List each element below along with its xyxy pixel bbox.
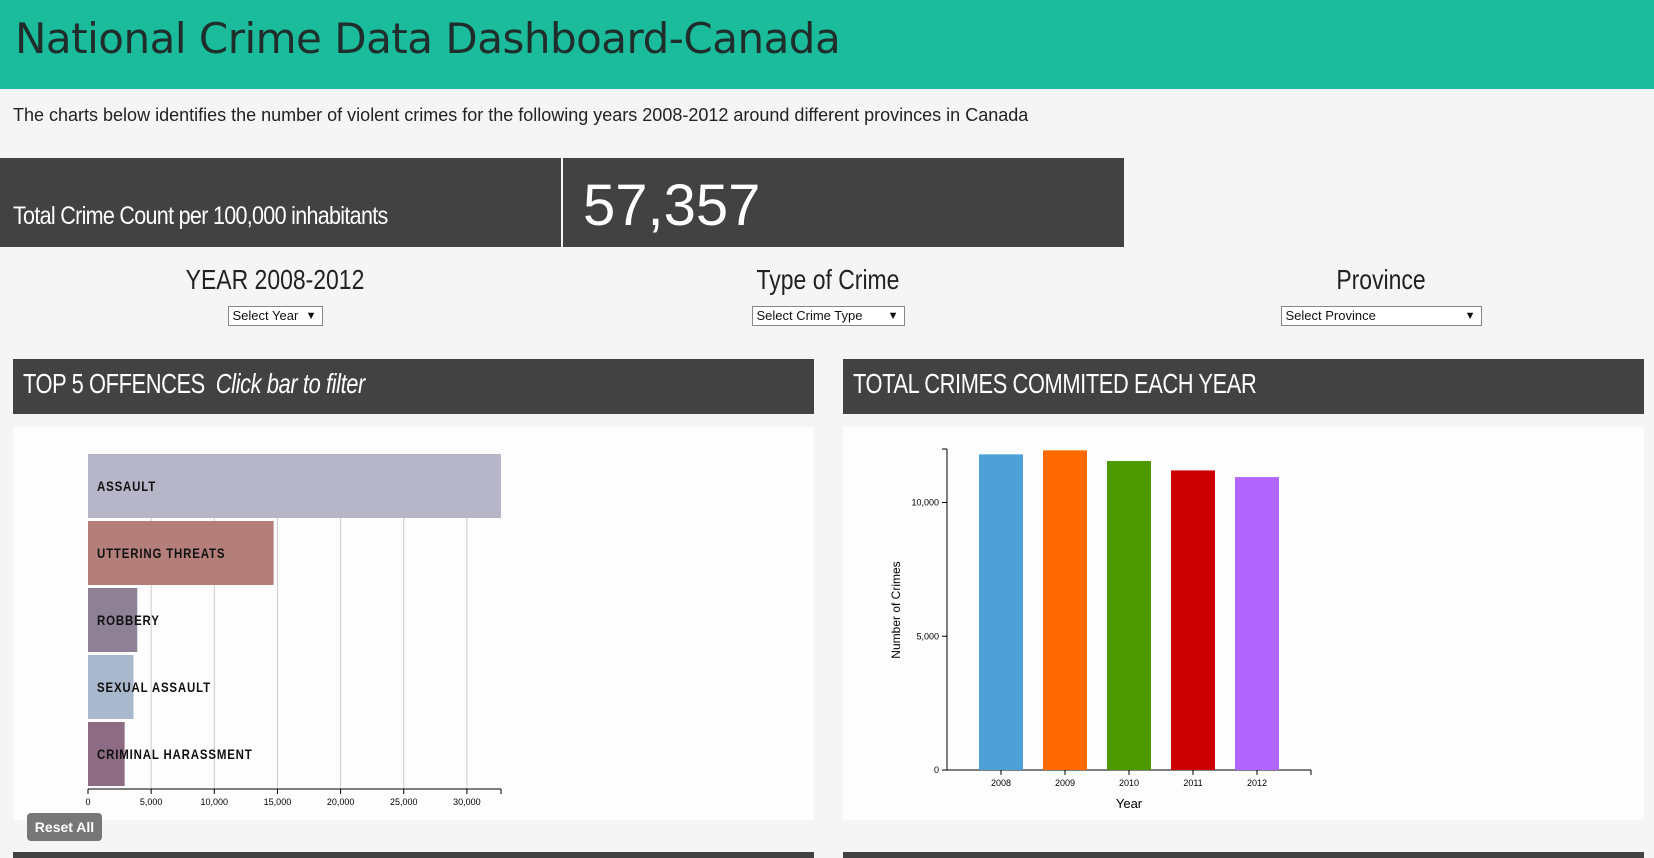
offence-label: ASSAULT [97,478,156,494]
year-bar [979,454,1023,770]
crime-type-select-value: Select Crime Type [756,308,863,323]
x-tick-label: 30,000 [453,797,481,807]
offence-label: UTTERING THREATS [97,545,225,561]
y-tick-label: 5,000 [916,631,939,641]
page-title: National Crime Data Dashboard-Canada [15,14,841,63]
crime-type-filter: Type of Crime Select Crime Type ▼ [653,264,1003,326]
kpi-label: Total Crime Count per 100,000 inhabitant… [13,202,388,230]
yearly-panel-title: TOTAL CRIMES COMMITED EACH YEAR [853,368,1257,399]
x-tick-label: 20,000 [327,797,355,807]
province-filter: Province Select Province ▼ [1181,264,1581,326]
offences-panel-title: TOP 5 OFFENCES [23,368,205,399]
offences-panel: 0 5,000 10,000 15,000 20,000 25,000 30,000 ASSA… [13,427,814,820]
dropdown-arrow-icon: ▼ [1464,310,1476,322]
y-tick-label: 0 [934,765,939,775]
year-bar [1107,461,1151,770]
x-tick-label: 2010 [1119,778,1139,788]
dropdown-arrow-icon: ▼ [305,310,317,322]
year-bar [1235,477,1279,770]
year-bar [1043,450,1087,770]
crime-type-filter-title: Type of Crime [756,264,900,295]
year-bar [1171,470,1215,770]
crime-type-select[interactable]: Select Crime Type ▼ [751,306,905,326]
kpi-value: 57,357 [583,173,761,238]
x-tick-label: 10,000 [201,797,229,807]
x-tick-label: 2012 [1247,778,1267,788]
x-tick-label: 0 [85,797,90,807]
offence-bar[interactable] [88,655,134,719]
x-tick-label: 2008 [991,778,1011,788]
reset-all-button[interactable]: Reset All [27,813,102,841]
year-select[interactable]: Select Year ▼ [227,306,323,326]
offence-label: ROBBERY [97,612,160,628]
year-select-value: Select Year [232,308,299,323]
province-select-value: Select Province [1285,308,1376,323]
next-panel-header-left [13,852,814,858]
y-axis-label: Number of Crimes [889,561,903,658]
next-panel-header-right [843,852,1644,858]
offence-bar[interactable] [88,454,501,518]
x-axis-label: Year [1116,796,1143,811]
yearly-panel-header: TOTAL CRIMES COMMITED EACH YEAR [843,359,1644,414]
x-tick-label: 2011 [1183,778,1202,788]
page-header: National Crime Data Dashboard-Canada [0,0,1654,89]
province-select[interactable]: Select Province ▼ [1280,306,1482,326]
intro-text: The charts below identifies the number o… [13,105,1029,125]
offence-bar[interactable] [88,722,125,786]
offence-label: CRIMINAL HARASSMENT [97,746,253,762]
x-tick-label: 2009 [1055,778,1075,788]
offence-label: SEXUAL ASSAULT [97,679,211,695]
dropdown-arrow-icon: ▼ [887,310,899,322]
offences-panel-header: TOP 5 OFFENCES Click bar to filter [13,359,814,414]
offence-bar[interactable] [88,521,274,585]
yearly-chart: 0 5,000 10,000 2008 2009 2010 2011 2012 Year Numb… [889,448,1312,811]
year-filter-title: YEAR 2008-2012 [185,264,365,295]
x-tick-label: 5,000 [140,797,163,807]
yearly-panel: 0 5,000 10,000 2008 2009 2010 2011 2012 Year Numb… [843,427,1644,820]
province-filter-title: Province [1336,264,1426,295]
x-tick-label: 25,000 [390,797,418,807]
offence-bar[interactable] [88,588,138,652]
kpi-label-box: Total Crime Count per 100,000 inhabitant… [0,158,561,247]
offences-chart: 0 5,000 10,000 15,000 20,000 25,000 30,000 ASSA… [85,454,502,807]
year-filter: YEAR 2008-2012 Select Year ▼ [125,264,425,326]
y-tick-label: 10,000 [911,498,939,508]
kpi-value-box: 57,357 [563,158,1124,247]
offences-panel-hint: Click bar to filter [215,368,366,399]
x-tick-label: 15,000 [264,797,292,807]
